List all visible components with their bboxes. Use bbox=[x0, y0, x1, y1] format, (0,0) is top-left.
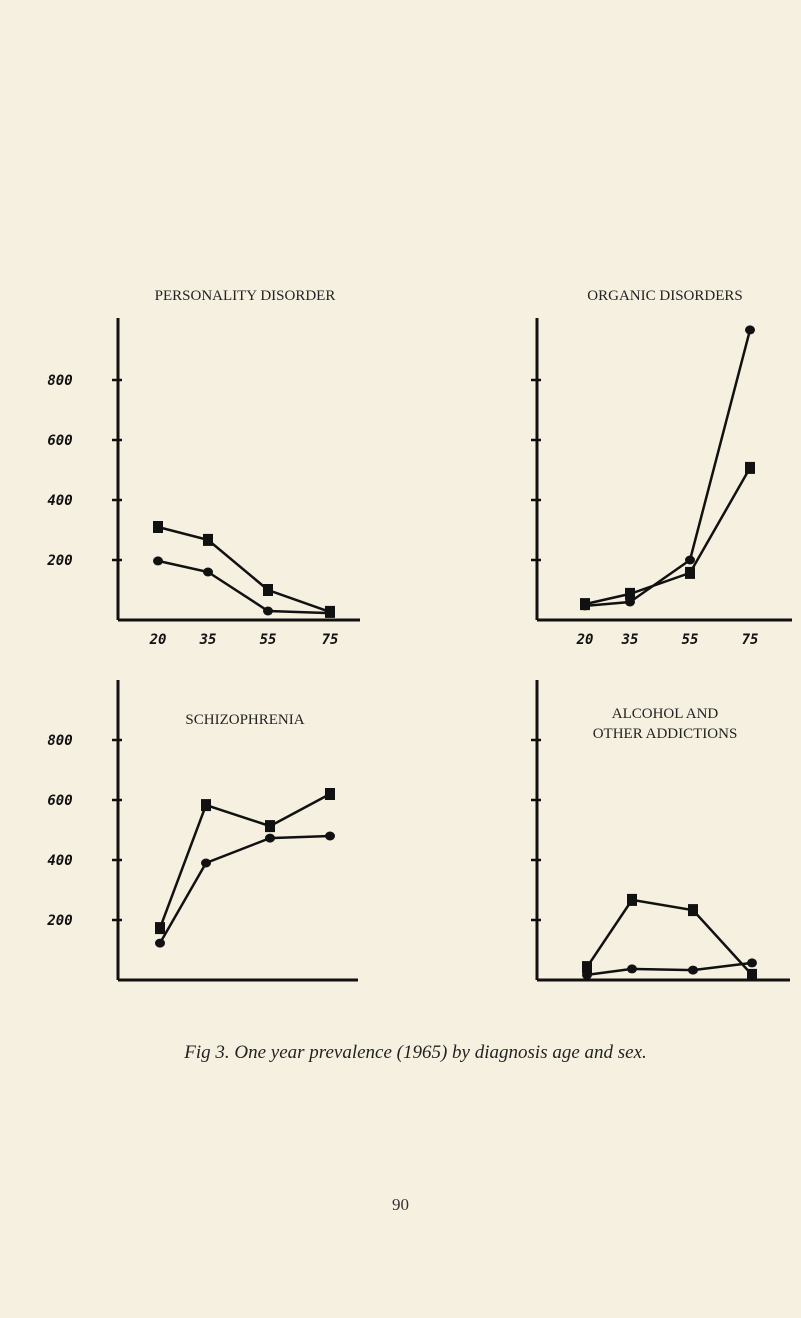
y-tick-label: 800 bbox=[47, 733, 72, 749]
data-point-circle bbox=[580, 601, 590, 611]
series-line-circle bbox=[584, 329, 752, 608]
data-point-circle bbox=[263, 606, 273, 616]
data-point-circle bbox=[153, 556, 163, 566]
data-point-circle bbox=[203, 567, 213, 577]
data-point-circle bbox=[625, 597, 635, 607]
data-point-square bbox=[625, 587, 635, 600]
data-point-circle bbox=[745, 325, 755, 335]
data-point-circle bbox=[325, 831, 335, 841]
data-point-circle bbox=[265, 833, 275, 843]
data-point-square bbox=[203, 533, 213, 546]
data-point-square bbox=[325, 788, 335, 800]
y-tick-label: 200 bbox=[46, 913, 72, 929]
data-point-square bbox=[627, 893, 637, 906]
series-line-circle bbox=[157, 559, 331, 615]
page-number: 90 bbox=[392, 1195, 409, 1214]
x-tick-label: 75 bbox=[322, 632, 339, 648]
x-tick-label: 75 bbox=[742, 632, 759, 648]
chart-title: PERSONALITY DISORDER bbox=[155, 288, 336, 304]
chart-panel: 20 35 55 75 ORGANIC DISORDERS bbox=[531, 288, 792, 648]
data-point-circle bbox=[747, 958, 757, 968]
series-line-square bbox=[585, 898, 753, 976]
x-tick-label: 55 bbox=[260, 632, 277, 648]
chart-panel: 800 600 400 200 SCHIZOPHRENIA bbox=[46, 680, 358, 982]
x-tick-label: 35 bbox=[621, 632, 639, 648]
series-line-circle bbox=[586, 961, 753, 977]
data-point-circle bbox=[688, 965, 698, 975]
data-point-square bbox=[688, 904, 698, 917]
data-point-circle bbox=[325, 608, 335, 618]
y-tick-label: 800 bbox=[47, 373, 72, 389]
y-tick-label: 400 bbox=[47, 493, 72, 509]
chart-panel: ALCOHOL AND OTHER ADDICTIONS bbox=[531, 680, 790, 982]
chart-title: ALCOHOL AND bbox=[612, 706, 719, 722]
x-tick-label: 35 bbox=[199, 632, 217, 648]
chart-title: ORGANIC DISORDERS bbox=[587, 288, 742, 304]
data-point-square bbox=[745, 461, 755, 474]
data-point-circle bbox=[582, 970, 592, 980]
series-line-circle bbox=[158, 834, 331, 944]
data-point-square bbox=[153, 521, 163, 533]
chart-panel: 800 600 400 200 20 35 55 75 PERSONALITY DISORDER bbox=[46, 288, 360, 648]
x-tick-label: 20 bbox=[576, 632, 594, 648]
series-line-square bbox=[157, 525, 331, 614]
series-line-square bbox=[584, 467, 752, 606]
y-tick-label: 600 bbox=[47, 793, 72, 809]
y-tick-label: 400 bbox=[47, 853, 72, 869]
y-tick-label: 200 bbox=[46, 553, 72, 569]
x-tick-label: 20 bbox=[149, 632, 167, 648]
chart-title: OTHER ADDICTIONS bbox=[593, 726, 738, 742]
y-tick-label: 600 bbox=[47, 433, 72, 449]
data-point-square bbox=[265, 820, 275, 833]
data-point-circle bbox=[201, 858, 211, 868]
data-point-square bbox=[201, 799, 211, 812]
data-point-square bbox=[155, 922, 165, 935]
data-point-circle bbox=[155, 938, 165, 948]
data-point-square bbox=[685, 566, 695, 579]
data-point-square bbox=[582, 961, 592, 974]
data-point-square bbox=[263, 584, 273, 596]
chart-title: SCHIZOPHRENIA bbox=[185, 712, 304, 728]
series-line-square bbox=[158, 792, 331, 929]
data-point-circle bbox=[685, 555, 695, 565]
data-point-square bbox=[747, 968, 757, 981]
x-tick-label: 55 bbox=[682, 632, 699, 648]
figure-caption: Fig 3. One year prevalence (1965) by dia… bbox=[184, 1042, 647, 1063]
data-point-circle bbox=[627, 964, 637, 974]
